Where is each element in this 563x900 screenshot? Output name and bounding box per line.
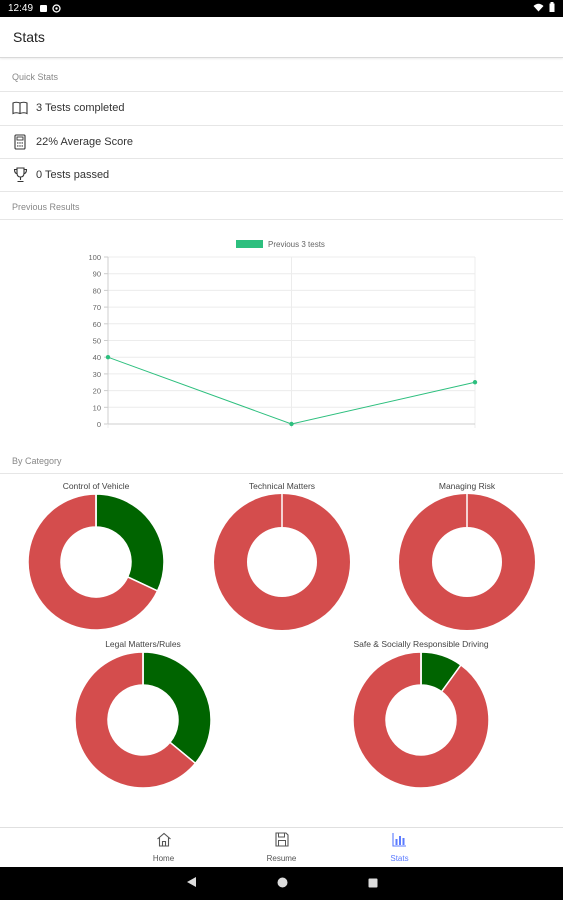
donut-slice xyxy=(467,494,535,630)
battery-icon xyxy=(549,2,555,15)
donut-slice xyxy=(352,651,490,789)
category-donuts: Control of Vehicle Technical Matters Manag… xyxy=(27,481,535,789)
data-point xyxy=(472,380,478,385)
donut-title: Safe & Socially Responsible Driving xyxy=(353,639,488,649)
previous-results-label: Previous Results xyxy=(12,202,80,212)
donut-slice xyxy=(27,493,159,631)
donut-title: Legal Matters/Rules xyxy=(105,639,181,649)
donut-slice xyxy=(398,494,467,630)
divider xyxy=(0,191,563,192)
nav-label: Stats xyxy=(390,854,409,863)
donut-slice xyxy=(74,651,197,789)
stat-text: 22% Average Score xyxy=(36,136,134,148)
system-navigation-bar xyxy=(0,867,563,900)
status-bar: 12:49 xyxy=(0,0,563,17)
save-icon xyxy=(274,832,289,852)
stat-row-tests-passed: 0 Tests passed xyxy=(0,158,563,191)
donut-title: Control of Vehicle xyxy=(63,481,130,491)
y-tick-label: 50 xyxy=(93,337,101,346)
quick-stats-label: Quick Stats xyxy=(12,72,59,82)
y-tick-label: 100 xyxy=(88,253,101,262)
y-tick-label: 70 xyxy=(93,303,101,312)
y-tick-label: 80 xyxy=(93,286,101,295)
home-circle-icon[interactable] xyxy=(277,875,288,893)
donut-slice xyxy=(213,494,282,630)
sync-icon xyxy=(52,4,61,13)
donut-title: Technical Matters xyxy=(249,481,315,491)
donut-slice xyxy=(282,494,350,630)
donut-slice xyxy=(95,493,165,592)
bottom-navigation: Home Resume Stats xyxy=(0,827,563,867)
y-tick-label: 20 xyxy=(93,387,101,396)
by-category-label: By Category xyxy=(12,456,62,466)
donut-title: Managing Risk xyxy=(439,481,496,491)
y-tick-label: 10 xyxy=(93,403,101,412)
trophy-icon xyxy=(12,167,28,183)
data-point xyxy=(105,355,111,360)
recents-icon[interactable] xyxy=(368,875,378,893)
nav-stats[interactable]: Stats xyxy=(341,828,459,867)
page-title: Stats xyxy=(13,29,45,45)
y-tick-label: 40 xyxy=(93,353,101,362)
data-point xyxy=(289,421,294,427)
nav-resume[interactable]: Resume xyxy=(223,828,341,867)
calculator-icon xyxy=(12,134,28,150)
home-icon xyxy=(156,832,172,852)
status-time: 12:49 xyxy=(8,3,34,14)
y-tick-label: 90 xyxy=(93,270,101,279)
bar-chart-icon xyxy=(392,832,407,852)
notification-icon xyxy=(39,4,48,13)
stat-row-average-score: 22% Average Score xyxy=(0,125,563,158)
y-tick-label: 0 xyxy=(97,420,101,429)
previous-results-chart: Previous 3 tests 0 10 20 30 40 50 60 70 80 90 100 xyxy=(0,228,563,448)
stat-row-tests-completed: 3 Tests completed xyxy=(0,91,563,124)
legend-label: Previous 3 tests xyxy=(268,240,325,249)
nav-label: Resume xyxy=(266,854,297,863)
wifi-icon xyxy=(533,3,544,15)
stat-text: 0 Tests passed xyxy=(36,169,110,181)
legend-swatch xyxy=(236,240,263,248)
divider xyxy=(0,219,563,220)
back-icon[interactable] xyxy=(186,875,197,893)
app-header: Stats xyxy=(0,17,563,58)
line-chart-svg: Previous 3 tests 0 10 20 30 40 50 60 70 80 90 100 xyxy=(88,240,478,429)
divider xyxy=(0,473,563,474)
nav-home[interactable]: Home xyxy=(105,828,223,867)
y-tick-label: 30 xyxy=(93,370,101,379)
nav-label: Home xyxy=(152,854,175,863)
book-icon xyxy=(12,100,28,116)
stat-text: 3 Tests completed xyxy=(36,102,125,114)
y-tick-label: 60 xyxy=(93,320,101,329)
donut-slice xyxy=(142,651,212,765)
